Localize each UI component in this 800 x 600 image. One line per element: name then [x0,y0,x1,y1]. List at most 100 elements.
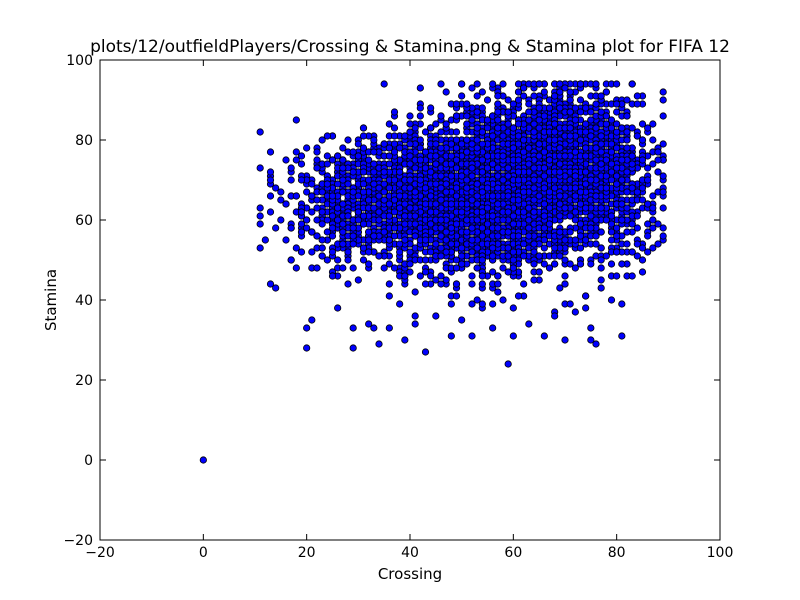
scatter-point [463,148,471,156]
scatter-point [489,252,497,260]
scatter-point [644,124,652,132]
scatter-point [551,120,559,128]
scatter-point [494,100,502,108]
scatter-point [385,260,393,268]
scatter-point [313,156,321,164]
scatter-point [571,116,579,124]
scatter-point [530,120,538,128]
scatter-point [566,260,574,268]
scatter-point [473,92,481,100]
scatter-point [277,196,285,204]
scatter-point [473,244,481,252]
scatter-point [447,172,455,180]
scatter-point [514,132,523,140]
scatter-point [370,168,378,176]
scatter-point [463,184,471,192]
scatter-point [380,168,388,176]
scatter-point [463,176,471,184]
scatter-point [525,144,533,152]
scatter-point [370,180,378,188]
scatter-point [494,232,502,240]
scatter-point [514,80,523,88]
scatter-point [514,176,523,184]
scatter-point [432,140,440,148]
scatter-point [607,116,616,124]
scatter-point [592,100,600,108]
scatter-point [504,208,512,216]
scatter-point [566,96,574,104]
scatter-point [452,112,461,120]
scatter-point [437,144,445,152]
scatter-point [463,128,471,136]
scatter-point [499,132,507,140]
scatter-point [458,80,466,88]
scatter-point [494,200,502,208]
scatter-point [571,104,579,112]
scatter-point [582,144,590,152]
scatter-point [437,224,445,232]
scatter-point [411,312,419,320]
scatter-point [494,224,502,232]
scatter-point [494,272,502,280]
scatter-point [540,172,548,180]
scatter-point [613,120,621,128]
scatter-point [396,180,404,188]
scatter-point [401,212,409,220]
scatter-point [597,264,605,272]
scatter-point [556,212,564,220]
scatter-point [349,264,357,272]
scatter-point [287,176,295,184]
scatter-point [463,216,471,224]
scatter-point [437,80,445,88]
scatter-point [545,220,554,228]
scatter-point [473,200,481,208]
scatter-point [478,256,486,264]
scatter-point [520,240,528,248]
scatter-point [323,256,331,264]
scatter-point [530,276,538,284]
scatter-point [514,96,523,104]
scatter-point [473,124,481,132]
scatter-point [323,228,331,236]
scatter-point [478,168,486,176]
scatter-point [339,156,347,164]
scatter-point [478,188,486,196]
scatter-point [468,172,476,180]
scatter-point [406,176,414,184]
scatter-point [535,252,543,260]
scatter-point [452,256,461,264]
scatter-point [587,116,595,124]
scatter-point [292,156,300,164]
scatter-point [416,112,424,120]
scatter-point [494,108,502,116]
scatter-point [432,240,440,248]
scatter-point [463,136,471,144]
scatter-point [530,248,538,256]
scatter-point [535,104,543,112]
scatter-point [427,168,435,176]
scatter-point [442,228,450,236]
scatter-point [421,200,430,208]
scatter-point [597,92,605,100]
scatter-point [458,140,466,148]
scatter-point [530,164,538,172]
scatter-point [416,144,424,152]
scatter-point [339,144,347,152]
scatter-point [556,284,564,292]
scatter-point [654,220,662,228]
scatter-point [421,268,430,276]
scatter-point [483,96,492,104]
scatter-point [421,184,430,192]
scatter-point [447,200,455,208]
scatter-point [437,184,445,192]
scatter-point [334,180,342,188]
scatter-point [390,176,399,184]
scatter-point [380,228,388,236]
scatter-point [406,140,414,148]
scatter-point [442,180,450,188]
scatter-point [556,160,564,168]
scatter-point [540,260,548,268]
scatter-point [504,268,512,276]
scatter-point [463,112,471,120]
